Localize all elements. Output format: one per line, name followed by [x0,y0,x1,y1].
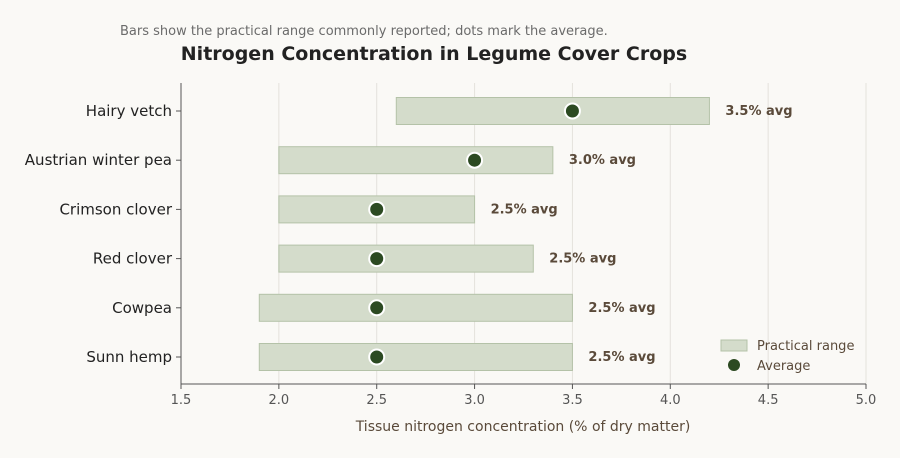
average-dot [563,102,581,120]
x-tick-label: 3.0 [464,393,485,408]
x-tick-label: 4.5 [758,393,779,408]
gridlines [180,83,867,384]
x-tick-label: 5.0 [856,393,877,408]
average-labels: 3.5% avg 3.0% avg 2.5% avg 2.5% avg 2.5% avg… [491,104,793,365]
category-label: Hairy vetch [86,102,172,120]
average-dot [466,151,484,169]
x-axis-label: Tissue nitrogen concentration (% of dry … [355,419,691,435]
average-label: 3.5% avg [725,104,792,119]
category-label: Austrian winter pea [25,151,172,169]
average-dot [368,250,386,268]
category-label: Crimson clover [59,200,172,218]
range-bar [258,343,573,371]
category-label: Cowpea [112,299,172,317]
x-axis-ticks: 1.5 2.0 2.5 3.0 3.5 4.0 4.5 5.0 [171,384,877,408]
legend-swatch-average [728,359,740,371]
chart-title: Nitrogen Concentration in Legume Cover C… [181,43,687,65]
average-dot [368,348,386,366]
range-bars [258,97,710,371]
average-dots [368,102,581,366]
category-label: Red clover [93,250,173,268]
x-tick-label: 4.0 [660,393,681,408]
average-label: 2.5% avg [588,301,655,316]
average-dot [368,299,386,317]
range-bar [395,97,710,125]
range-bar [278,146,554,175]
average-label: 2.5% avg [588,350,655,365]
legend-label-range: Practical range [757,339,854,354]
y-axis-ticks: Hairy vetch Austrian winter pea Crimson cl… [25,102,181,366]
average-dot [368,200,386,218]
average-label: 2.5% avg [491,202,558,217]
legend: Practical range Average [720,339,854,374]
range-bar [278,244,534,273]
legend-label-average: Average [757,359,810,374]
chart-subtitle: Bars show the practical range commonly r… [120,24,608,39]
category-label: Sunn hemp [86,348,172,366]
x-tick-label: 1.5 [171,393,192,408]
average-label: 3.0% avg [569,153,636,168]
range-bar [258,293,573,322]
average-label: 2.5% avg [549,252,616,267]
x-tick-label: 2.0 [269,393,290,408]
legend-swatch-range [720,339,748,352]
x-tick-label: 3.5 [562,393,583,408]
x-tick-label: 2.5 [366,393,387,408]
